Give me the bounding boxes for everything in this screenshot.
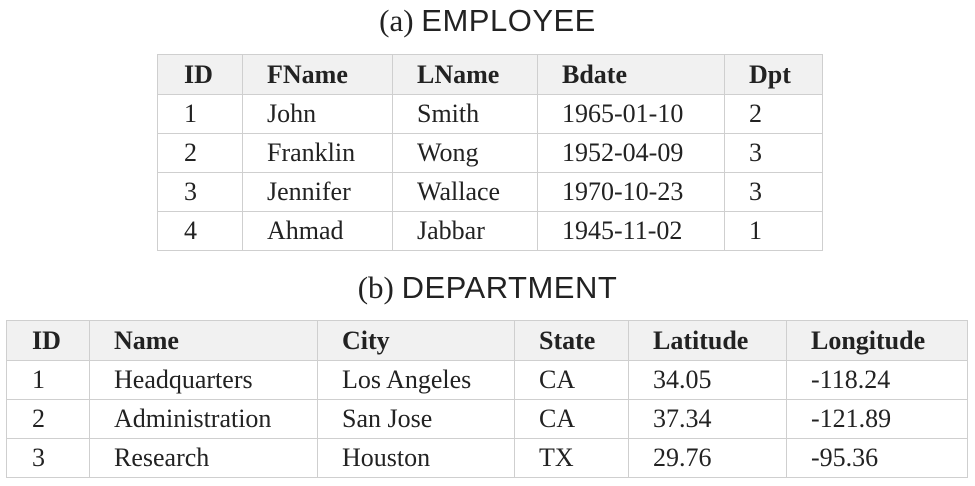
department-header-latitude: Latitude: [628, 320, 787, 361]
department-header-city: City: [317, 320, 515, 361]
table-cell: Wong: [392, 133, 538, 173]
table-cell: Wallace: [392, 172, 538, 212]
department-header-id: ID: [6, 320, 90, 361]
employee-header-dpt: Dpt: [724, 54, 823, 95]
table-row: 4 Ahmad Jabbar 1945-11-02 1: [157, 211, 823, 251]
table-cell: 2: [157, 133, 243, 173]
table-cell: -121.89: [786, 399, 968, 439]
employee-caption-title: EMPLOYEE: [421, 3, 596, 38]
table-cell: San Jose: [317, 399, 515, 439]
table-cell: 1: [6, 360, 90, 400]
department-header-state: State: [514, 320, 629, 361]
table-cell: Jabbar: [392, 211, 538, 251]
table-cell: 3: [724, 172, 823, 212]
table-cell: 2: [724, 94, 823, 134]
table-cell: 3: [6, 438, 90, 478]
table-cell: 1945-11-02: [537, 211, 725, 251]
employee-header-fname: FName: [242, 54, 393, 95]
table-cell: Los Angeles: [317, 360, 515, 400]
table-row: 2 Franklin Wong 1952-04-09 3: [157, 133, 823, 173]
department-table: ID Name City State Latitude Longitude 1 …: [6, 320, 968, 478]
table-cell: Administration: [89, 399, 318, 439]
table-cell: Houston: [317, 438, 515, 478]
employee-header-bdate: Bdate: [537, 54, 725, 95]
table-cell: Jennifer: [242, 172, 393, 212]
table-cell: 1: [724, 211, 823, 251]
table-cell: -95.36: [786, 438, 968, 478]
table-cell: Ahmad: [242, 211, 393, 251]
department-caption-title: DEPARTMENT: [401, 270, 618, 305]
table-cell: TX: [514, 438, 629, 478]
department-header-longitude: Longitude: [786, 320, 968, 361]
table-cell: 3: [157, 172, 243, 212]
employee-caption-tag: (a): [379, 3, 414, 38]
employee-table: ID FName LName Bdate Dpt 1 John Smith 19…: [157, 54, 823, 251]
table-cell: 1970-10-23: [537, 172, 725, 212]
table-cell: 37.34: [628, 399, 787, 439]
employee-header-lname: LName: [392, 54, 538, 95]
table-cell: 3: [724, 133, 823, 173]
table-cell: Franklin: [242, 133, 393, 173]
department-header-row: ID Name City State Latitude Longitude: [6, 320, 968, 361]
table-cell: 29.76: [628, 438, 787, 478]
table-cell: 2: [6, 399, 90, 439]
table-cell: Smith: [392, 94, 538, 134]
table-cell: Headquarters: [89, 360, 318, 400]
table-cell: CA: [514, 399, 629, 439]
department-caption: (b) DEPARTMENT: [0, 268, 975, 308]
table-cell: CA: [514, 360, 629, 400]
employee-caption: (a) EMPLOYEE: [0, 1, 975, 41]
table-cell: -118.24: [786, 360, 968, 400]
table-row: 3 Research Houston TX 29.76 -95.36: [6, 438, 968, 478]
department-header-name: Name: [89, 320, 318, 361]
department-caption-tag: (b): [357, 270, 394, 305]
table-cell: 1965-01-10: [537, 94, 725, 134]
employee-header-row: ID FName LName Bdate Dpt: [157, 54, 823, 95]
table-row: 2 Administration San Jose CA 37.34 -121.…: [6, 399, 968, 439]
table-cell: 34.05: [628, 360, 787, 400]
employee-header-id: ID: [157, 54, 243, 95]
table-cell: 1: [157, 94, 243, 134]
table-cell: 4: [157, 211, 243, 251]
table-cell: John: [242, 94, 393, 134]
table-cell: 1952-04-09: [537, 133, 725, 173]
table-row: 3 Jennifer Wallace 1970-10-23 3: [157, 172, 823, 212]
table-cell: Research: [89, 438, 318, 478]
table-row: 1 John Smith 1965-01-10 2: [157, 94, 823, 134]
table-row: 1 Headquarters Los Angeles CA 34.05 -118…: [6, 360, 968, 400]
